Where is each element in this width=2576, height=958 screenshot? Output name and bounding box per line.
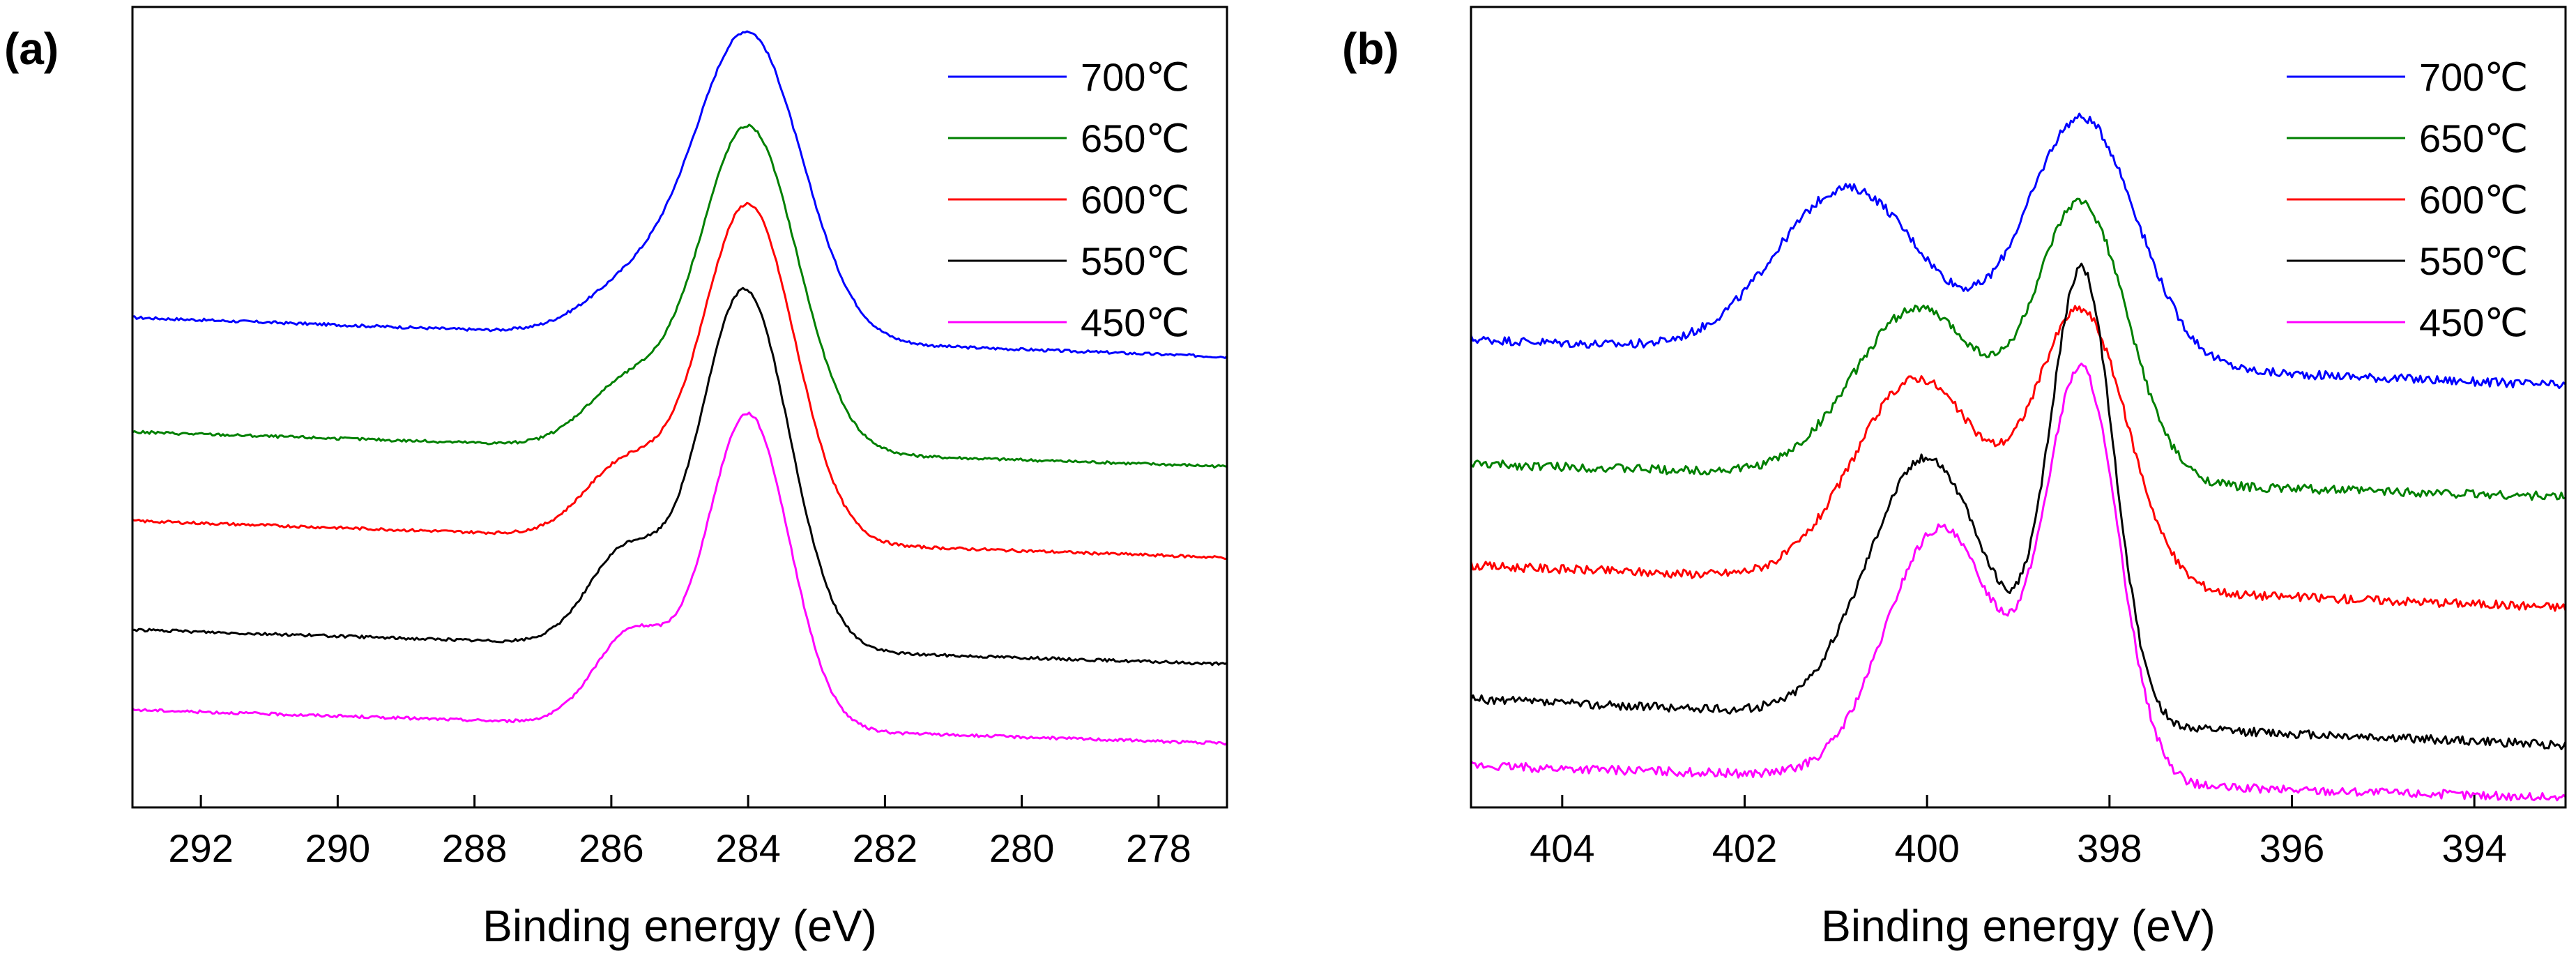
series-line-a-1	[132, 123, 1228, 469]
panel-a-x-tick-labels: 292 290 288 286 284 282 280 278	[168, 826, 1191, 870]
x-tick-label-a-2: 288	[442, 826, 507, 870]
series-line-a-2	[132, 202, 1228, 560]
panel-b-plot-frame	[1470, 6, 2567, 809]
x-tick-label-a-6: 280	[989, 826, 1054, 870]
panel-b-label: (b)	[1342, 24, 1399, 74]
x-tick-label-a-5: 282	[853, 826, 917, 870]
series-line-b-1	[1470, 197, 2566, 501]
x-tick-label-a-7: 278	[1126, 826, 1191, 870]
legend-label-b-4: 450℃	[2419, 301, 2528, 344]
x-tick-label-b-2: 400	[1894, 826, 1959, 870]
legend-label-a-1: 650℃	[1081, 116, 1189, 160]
panel-b-x-axis-title: Binding energy (eV)	[1821, 901, 2216, 951]
legend-label-b-0: 700℃	[2419, 55, 2528, 99]
panel-a-series-group	[132, 30, 1228, 746]
panel-b: (b) 404 402 400 398 396 394 Binding energy (e…	[1342, 6, 2567, 951]
legend-label-b-1: 650℃	[2419, 116, 2528, 160]
x-tick-label-b-1: 402	[1712, 826, 1777, 870]
series-line-b-2	[1470, 305, 2567, 612]
series-line-b-3	[1470, 262, 2567, 750]
x-tick-label-a-4: 284	[715, 826, 780, 870]
x-tick-label-a-1: 290	[305, 826, 370, 870]
panel-b-x-ticks	[1561, 795, 2476, 807]
legend-label-a-3: 550℃	[1081, 239, 1189, 283]
x-tick-label-a-3: 286	[579, 826, 643, 870]
x-tick-label-b-3: 398	[2077, 826, 2142, 870]
x-tick-label-b-0: 404	[1530, 826, 1594, 870]
panel-a-plot-frame	[131, 6, 1228, 809]
series-line-a-0	[132, 30, 1228, 359]
legend-label-a-4: 450℃	[1081, 301, 1189, 344]
panel-a-x-ticks	[199, 795, 1160, 807]
series-line-a-4	[132, 411, 1228, 746]
x-tick-label-a-0: 292	[168, 826, 233, 870]
panel-a-x-axis-title: Binding energy (eV)	[482, 901, 877, 951]
panel-b-x-tick-labels: 404 402 400 398 396 394	[1530, 826, 2507, 870]
series-line-a-3	[132, 287, 1228, 667]
panel-a-label: (a)	[4, 24, 59, 74]
panel-a-legend: 700℃ 650℃ 600℃ 550℃ 450℃	[948, 55, 1189, 344]
panel-b-legend: 700℃ 650℃ 600℃ 550℃ 450℃	[2287, 55, 2528, 344]
legend-label-a-0: 700℃	[1081, 55, 1189, 99]
legend-label-b-3: 550℃	[2419, 239, 2528, 283]
panel-b-series-group	[1470, 112, 2567, 802]
series-line-b-4	[1470, 363, 2567, 802]
series-line-b-0	[1470, 112, 2566, 390]
legend-label-b-2: 600℃	[2419, 178, 2528, 222]
x-tick-label-b-5: 394	[2441, 826, 2506, 870]
panel-a: (a) 292 290 288 286 284 282 280 278 Binding ene…	[4, 6, 1228, 951]
x-tick-label-b-4: 396	[2259, 826, 2324, 870]
legend-label-a-2: 600℃	[1081, 178, 1189, 222]
